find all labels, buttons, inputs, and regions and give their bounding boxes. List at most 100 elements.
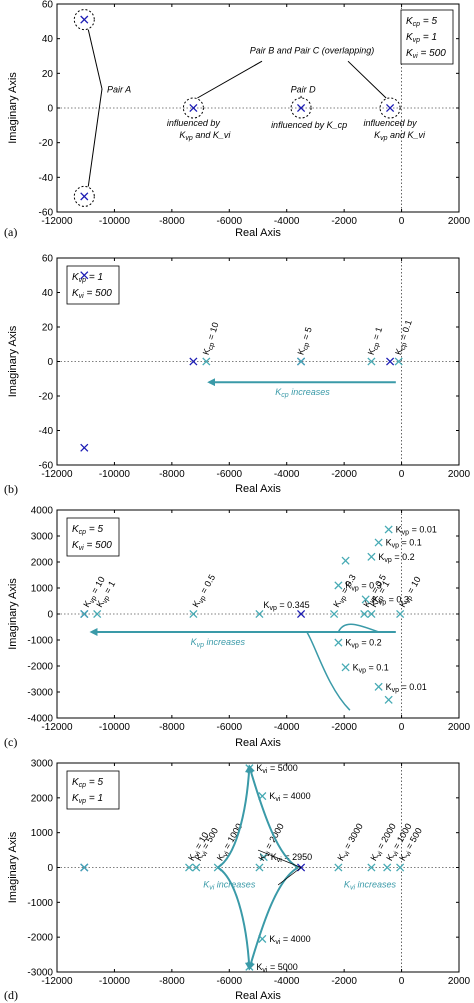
y-tick-label: -3000 — [27, 968, 53, 979]
x-tick-label: -8000 — [159, 976, 185, 987]
pole-marker-teal — [384, 695, 393, 704]
pole-marker — [80, 192, 89, 201]
pole-marker-teal — [341, 663, 350, 672]
note: influenced by K_cp — [271, 120, 347, 130]
pole-marker-teal — [334, 638, 343, 647]
pole-marker-teal — [341, 556, 350, 565]
y-axis-label: Imaginary Axis — [7, 578, 19, 650]
point-label: Kvi = 2950 — [271, 852, 312, 864]
x-tick-label: -6000 — [216, 216, 242, 227]
locus-curve — [337, 623, 379, 633]
pole-circle — [73, 9, 95, 31]
legend-entry: Kvp = 1 — [406, 32, 437, 44]
y-tick-label: 0 — [47, 610, 53, 621]
panel-d: -12000 -10000 -8000 -6000 -4000 -2000 0 2000-30… — [4, 759, 471, 1003]
x-tick-label: -2000 — [331, 976, 357, 987]
legend-entry: Kcp = 5 — [406, 16, 437, 28]
locus-branch — [217, 764, 254, 869]
pole-marker-teal — [80, 609, 89, 619]
x-tick-label: -8000 — [159, 216, 185, 227]
legend-entry: Kvp = 1 — [72, 793, 103, 805]
point-label: Kvp = 0.1 — [386, 538, 422, 550]
pole-marker-teal — [259, 852, 268, 862]
x-tick-label: 0 — [399, 722, 405, 733]
x-tick-label: -8000 — [159, 722, 185, 733]
pair-a-leader — [87, 29, 103, 90]
y-axis-label: Imaginary Axis — [7, 325, 19, 397]
legend-box — [400, 9, 454, 65]
pole-marker-teal — [192, 863, 201, 872]
pair-bc-label: Pair B and Pair C (overlapping) — [250, 45, 375, 55]
point-label: Kcp = 5 — [295, 326, 315, 357]
pole-marker — [297, 103, 306, 113]
y-tick-label: 1000 — [31, 828, 54, 839]
pole-marker-teal — [367, 552, 376, 561]
pole-marker-teal — [297, 357, 306, 366]
pole-marker-teal — [394, 357, 403, 366]
y-tick-label: 2000 — [31, 558, 54, 569]
y-tick-label: -2000 — [27, 933, 53, 944]
point-label: Kvp = 0.2 — [345, 638, 381, 650]
x-tick-label: -4000 — [274, 722, 300, 733]
point-label: Kvi = 3000 — [335, 822, 366, 864]
pole-marker — [80, 15, 89, 24]
pole-marker — [386, 357, 395, 366]
pole-marker-teal — [255, 863, 264, 872]
point-label: Kvi = 5000 — [256, 763, 297, 775]
x-tick-label: -10000 — [99, 469, 131, 480]
x-axis-label: Real Axis — [235, 990, 281, 1002]
y-tick-label: -40 — [39, 173, 54, 184]
x-tick-label: -12000 — [41, 722, 73, 733]
legend-entry: Kvi = 500 — [406, 48, 446, 60]
x-tick-label: 2000 — [448, 469, 471, 480]
x-tick-label: -6000 — [216, 469, 242, 480]
point-label: Kvi = 1000 — [215, 822, 246, 864]
x-tick-label: -12000 — [41, 976, 73, 987]
note: influenced by — [364, 118, 418, 128]
x-axis-label: Real Axis — [235, 737, 281, 749]
point-label: Kvp = 0.1 — [353, 662, 389, 674]
legend-entry: Kvi = 500 — [72, 288, 112, 300]
pole-marker-teal — [374, 682, 383, 691]
pole-circle — [379, 97, 401, 119]
pole-marker — [80, 443, 89, 452]
x-tick-label: -12000 — [41, 216, 73, 227]
pole-marker-teal — [189, 609, 198, 619]
point-label: Kcp = 0.1 — [393, 319, 416, 357]
y-axis-label: Imaginary Axis — [7, 831, 19, 903]
pair-a-leader — [87, 88, 103, 187]
pair-d-label: Pair D — [291, 84, 317, 94]
pole-marker — [189, 103, 198, 113]
x-tick-label: 0 — [399, 976, 405, 987]
y-tick-label: 20 — [42, 323, 54, 334]
y-tick-label: -3000 — [27, 688, 53, 699]
panel-label: (b) — [4, 482, 18, 496]
legend-entry: Kcp = 5 — [72, 524, 103, 536]
x-tick-label: -4000 — [274, 216, 300, 227]
y-tick-label: 20 — [42, 69, 54, 80]
pole-circle — [73, 185, 95, 207]
pole-marker-teal — [202, 357, 211, 366]
label-leader — [277, 867, 302, 886]
point-label: Kcp = 1 — [366, 326, 386, 357]
increase-label: Kvp increases — [191, 637, 246, 649]
y-tick-label: 2000 — [31, 793, 54, 804]
pole-marker-teal — [367, 863, 376, 872]
locus-branch — [247, 866, 299, 971]
locus-branch — [247, 764, 299, 869]
pole-marker-teal — [185, 863, 194, 872]
legend-box — [66, 770, 120, 810]
x-tick-label: -12000 — [41, 469, 73, 480]
panel-b: -12000 -10000 -8000 -6000 -4000 -2000 0 2000 -60… — [4, 254, 471, 497]
pole-marker-teal — [330, 609, 339, 619]
pole-marker — [189, 357, 198, 366]
label-leader — [257, 849, 302, 868]
increase-label: Kvi increases — [344, 880, 397, 892]
note: influenced by — [167, 118, 221, 128]
point-label: Kvp = 0.345 — [263, 600, 309, 612]
y-tick-label: 40 — [42, 288, 54, 299]
x-tick-label: 2000 — [448, 976, 471, 987]
y-tick-label: 4000 — [31, 506, 54, 517]
x-tick-label: -6000 — [216, 722, 242, 733]
